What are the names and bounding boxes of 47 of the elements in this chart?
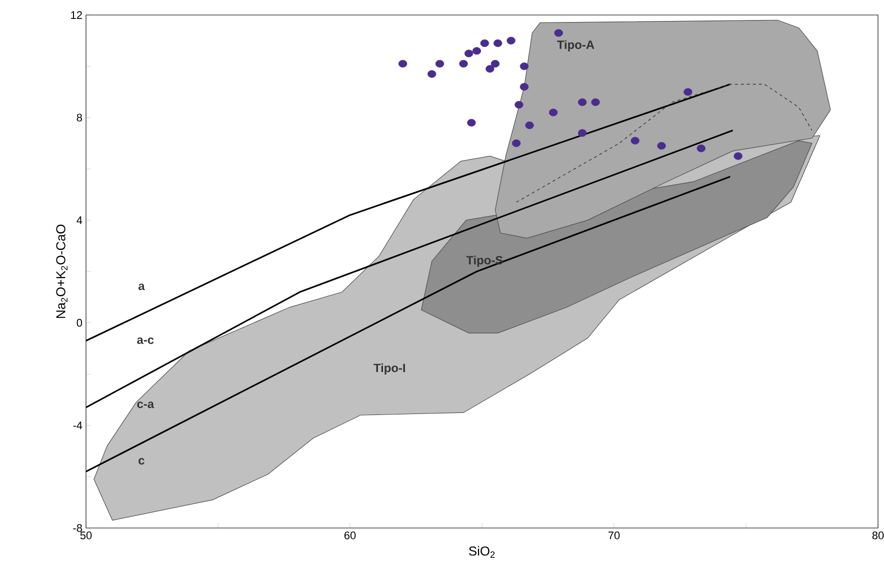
point bbox=[490, 60, 500, 68]
y-tick-label: 4 bbox=[76, 216, 82, 224]
series-label: Tipo-A bbox=[557, 40, 594, 52]
point bbox=[554, 29, 563, 37]
x-tick-label: 80 bbox=[872, 532, 884, 540]
point bbox=[578, 129, 587, 137]
point bbox=[548, 108, 558, 116]
point bbox=[512, 139, 521, 148]
point bbox=[435, 60, 444, 68]
x-tick-label: 50 bbox=[80, 532, 92, 540]
point bbox=[480, 39, 489, 47]
point bbox=[459, 60, 468, 68]
series-label: Tipo-S bbox=[466, 256, 503, 267]
point bbox=[684, 88, 692, 96]
y-tick-label: -4 bbox=[73, 422, 82, 430]
line-series bbox=[516, 84, 812, 203]
y-tick-label: -8 bbox=[73, 524, 82, 532]
point bbox=[578, 98, 587, 106]
point bbox=[591, 98, 600, 106]
point bbox=[630, 136, 640, 144]
point bbox=[472, 47, 482, 55]
annotation: a bbox=[138, 284, 145, 290]
y-tick-label: 0 bbox=[76, 318, 82, 327]
x-tick-label: 60 bbox=[344, 532, 356, 540]
x-axis-title: SiO$_{2}$ bbox=[469, 546, 495, 558]
series-label: Tipo-I bbox=[374, 363, 405, 375]
point bbox=[696, 144, 706, 152]
x-tick-label: 70 bbox=[608, 532, 620, 540]
point bbox=[525, 122, 534, 130]
point bbox=[734, 152, 742, 160]
point bbox=[398, 60, 408, 68]
point bbox=[514, 100, 524, 109]
y-axis-title: Na$_{2}$O+K$_{2}$O-CaO bbox=[56, 224, 68, 318]
annotation: a-c bbox=[137, 337, 154, 344]
point bbox=[520, 62, 529, 70]
point bbox=[494, 39, 502, 47]
point bbox=[467, 118, 476, 127]
y-tick-label: 12 bbox=[71, 11, 82, 19]
point bbox=[464, 50, 474, 58]
point bbox=[486, 65, 494, 73]
point bbox=[428, 70, 436, 78]
point bbox=[657, 142, 666, 150]
point bbox=[506, 36, 516, 44]
annotation: c bbox=[138, 458, 144, 465]
y-tick-label: 8 bbox=[76, 114, 82, 122]
annotation: c-a bbox=[137, 402, 154, 408]
point bbox=[520, 83, 529, 91]
